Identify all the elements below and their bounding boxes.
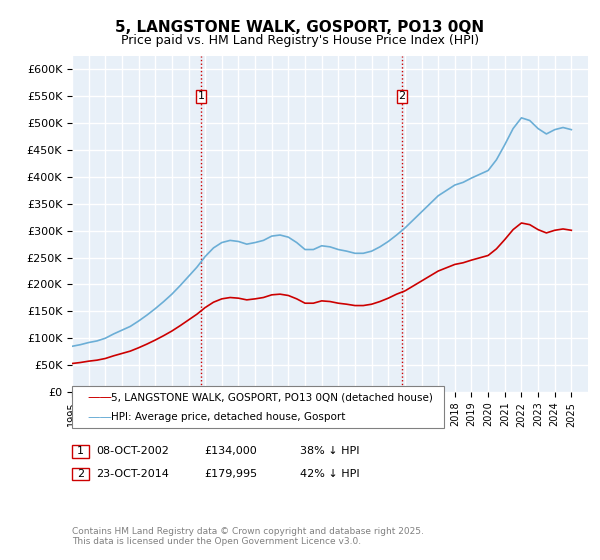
Text: HPI: Average price, detached house, Gosport: HPI: Average price, detached house, Gosp… [111,412,346,422]
Text: Price paid vs. HM Land Registry's House Price Index (HPI): Price paid vs. HM Land Registry's House … [121,34,479,46]
Text: 23-OCT-2014: 23-OCT-2014 [96,469,169,479]
Text: 38% ↓ HPI: 38% ↓ HPI [300,446,359,456]
Text: £179,995: £179,995 [204,469,257,479]
Text: 5, LANGSTONE WALK, GOSPORT, PO13 0QN (detached house): 5, LANGSTONE WALK, GOSPORT, PO13 0QN (de… [111,393,433,403]
Text: 2: 2 [77,469,84,479]
Text: ——: —— [87,410,112,424]
Text: 1: 1 [77,446,84,456]
Text: 5, LANGSTONE WALK, GOSPORT, PO13 0QN: 5, LANGSTONE WALK, GOSPORT, PO13 0QN [115,20,485,35]
Text: 1: 1 [198,91,205,101]
Text: 08-OCT-2002: 08-OCT-2002 [96,446,169,456]
Text: £134,000: £134,000 [204,446,257,456]
Text: 42% ↓ HPI: 42% ↓ HPI [300,469,359,479]
Text: ——: —— [87,391,112,404]
Text: 2: 2 [398,91,406,101]
Text: Contains HM Land Registry data © Crown copyright and database right 2025.
This d: Contains HM Land Registry data © Crown c… [72,526,424,546]
